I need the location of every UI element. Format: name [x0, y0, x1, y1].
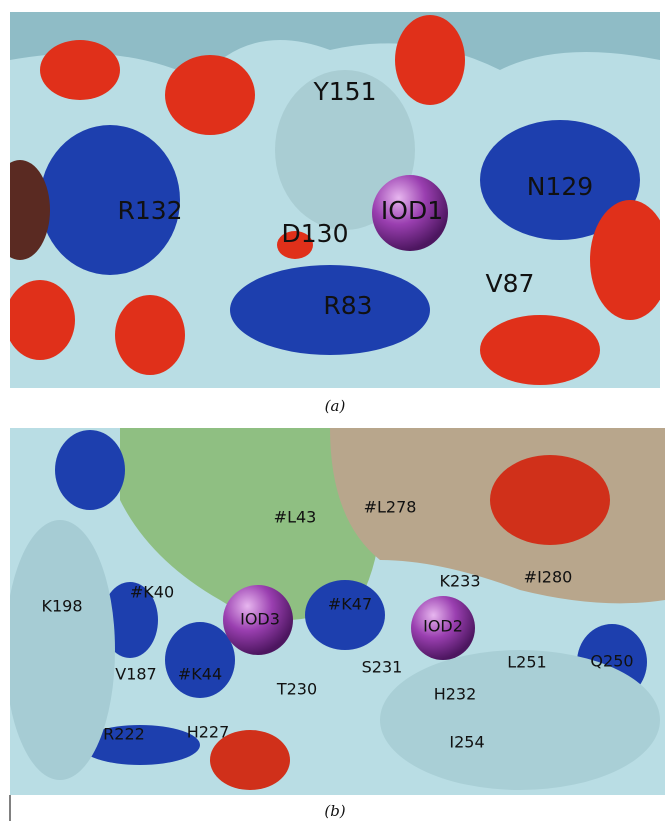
- residue-label: K233: [439, 572, 480, 591]
- residue-label: #K40: [130, 583, 174, 602]
- residue-label: H227: [187, 723, 230, 742]
- residue-label: #L278: [364, 498, 417, 517]
- residue-label: R132: [117, 196, 182, 225]
- residue-label: IOD1: [381, 196, 443, 225]
- residue-label: V187: [115, 665, 156, 684]
- residue-label: K198: [41, 597, 82, 616]
- panel-caption: (b): [324, 802, 345, 820]
- residue-label: I254: [449, 733, 484, 752]
- residue-label: #L43: [274, 508, 317, 527]
- residue-label: L251: [507, 653, 546, 672]
- figure: Y151 R132 D130 IOD1 N129 V87 R83 (a) #L43 #L278 K2…: [0, 0, 669, 821]
- residue-label: D130: [282, 219, 349, 248]
- residue-label: R222: [103, 725, 145, 744]
- residue-label: IOD2: [423, 617, 463, 636]
- residue-label: S231: [362, 658, 403, 677]
- residue-label: H232: [434, 685, 477, 704]
- residue-label: V87: [486, 269, 535, 298]
- residue-label: #K47: [328, 595, 372, 614]
- panel-caption: (a): [325, 397, 346, 415]
- residue-label: T230: [276, 680, 317, 699]
- residue-label: IOD3: [240, 610, 280, 629]
- residue-label: #K44: [178, 665, 222, 684]
- residue-label: N129: [527, 172, 593, 201]
- residue-label: Y151: [313, 77, 377, 106]
- residue-label: #I280: [524, 568, 573, 587]
- residue-label: R83: [323, 291, 372, 320]
- residue-label: Q250: [590, 652, 633, 671]
